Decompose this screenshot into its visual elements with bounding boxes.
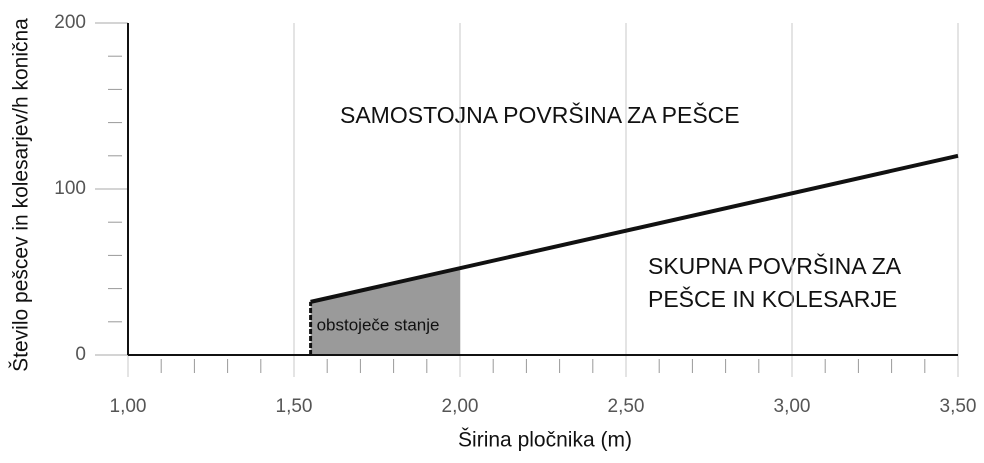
y-tick-label: 200	[54, 12, 86, 33]
x-tick-label: 3,00	[774, 396, 811, 417]
x-tick-label: 2,00	[442, 396, 479, 417]
y-axis-label: Število pešcev in kolesarjev/h konična	[10, 18, 33, 372]
shaded-region	[310, 268, 460, 355]
y-tick-label: 100	[54, 178, 86, 199]
annotation-lower: PEŠCE IN KOLESARJE	[648, 285, 897, 312]
y-tick-label: 0	[75, 344, 86, 365]
annotation-upper: SAMOSTOJNA POVRŠINA ZA PEŠCE	[340, 101, 740, 128]
x-tick-label: 3,50	[940, 396, 977, 417]
region-label: obstoječe stanje	[317, 315, 440, 334]
x-axis-label: Širina pločnika (m)	[458, 429, 632, 452]
x-tick-label: 1,50	[276, 396, 313, 417]
line	[310, 153, 959, 304]
x-tick-label: 1,00	[110, 396, 147, 417]
x-tick-label: 2,50	[608, 396, 645, 417]
annotation-lower: SKUPNA POVRŠINA ZA	[648, 252, 902, 279]
